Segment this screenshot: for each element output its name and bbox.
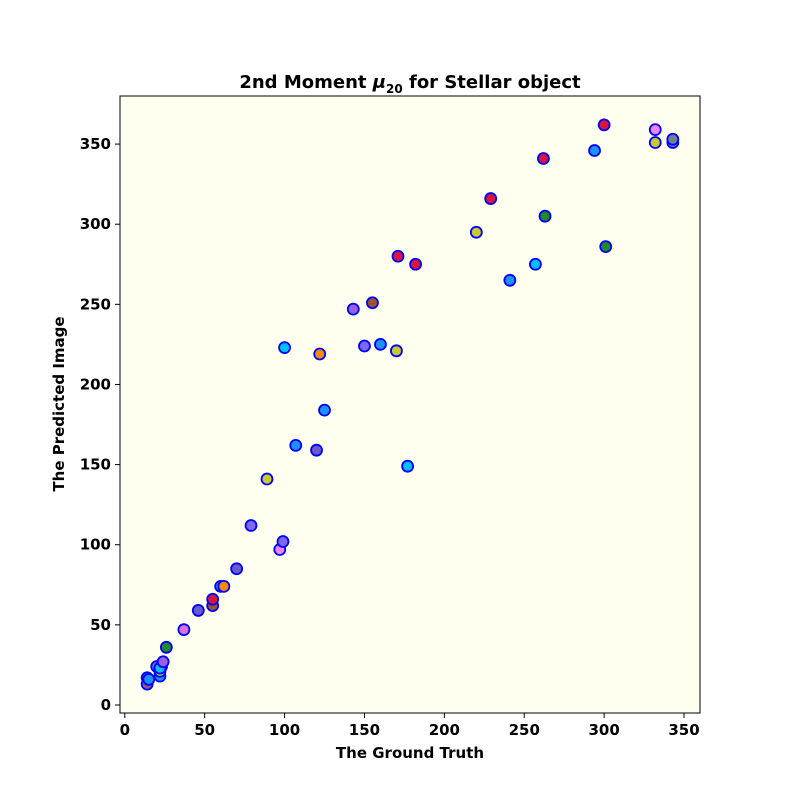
data-point: [177, 623, 191, 637]
chart-title: 2nd Moment μ20 for Stellar object: [239, 72, 581, 96]
plot-frame: [119, 95, 701, 714]
x-tick-label: 150: [349, 721, 380, 739]
chart-title-subscript: 20: [386, 82, 403, 96]
data-point: [588, 144, 601, 157]
data-point: [191, 604, 205, 617]
data-point: [230, 562, 244, 576]
data-point: [538, 209, 552, 223]
data-points: [140, 118, 680, 691]
data-point: [310, 443, 323, 457]
data-point: [391, 249, 405, 263]
x-tick-label: 50: [194, 721, 215, 739]
data-point: [142, 672, 156, 686]
data-point: [318, 403, 331, 417]
data-point: [244, 519, 258, 532]
data-point: [217, 579, 231, 593]
data-point: [289, 438, 303, 452]
chart-title-prefix: 2nd Moment: [239, 72, 372, 93]
data-point: [503, 273, 517, 287]
y-tick-label: 0: [101, 696, 111, 714]
y-tick-label: 350: [80, 135, 111, 153]
data-point: [484, 192, 498, 205]
x-tick-label: 100: [269, 721, 300, 739]
data-point: [409, 257, 422, 271]
data-point: [260, 472, 274, 486]
data-point: [156, 655, 170, 669]
chart-title-suffix: for Stellar object: [403, 72, 581, 93]
data-point: [597, 118, 611, 132]
y-axis-label: The Predicted Image: [50, 316, 68, 491]
data-point: [346, 302, 360, 316]
y-tick-label: 200: [80, 375, 111, 393]
data-point: [374, 338, 387, 351]
y-tick-label: 100: [80, 536, 111, 554]
data-point: [666, 132, 680, 146]
data-point: [276, 535, 290, 548]
x-axis-ticks: 0 50 100 150 200 250 300 350: [120, 713, 700, 739]
plot-area: [120, 96, 700, 713]
data-point: [599, 240, 613, 254]
data-point: [366, 296, 379, 310]
x-tick-label: 250: [509, 721, 540, 739]
data-point: [529, 257, 542, 271]
data-point: [206, 592, 220, 606]
y-tick-label: 50: [90, 616, 111, 634]
x-axis-label: The Ground Truth: [336, 744, 484, 762]
y-tick-label: 150: [80, 456, 111, 474]
x-tick-label: 0: [120, 721, 130, 739]
data-point: [390, 344, 403, 358]
data-point: [159, 640, 173, 654]
y-tick-label: 300: [80, 215, 111, 233]
data-point: [278, 341, 291, 355]
data-point: [469, 225, 483, 239]
x-tick-label: 200: [429, 721, 460, 739]
chart-title-symbol: μ: [372, 72, 386, 93]
data-point: [401, 459, 415, 473]
y-tick-label: 250: [80, 295, 111, 313]
x-tick-label: 300: [588, 721, 619, 739]
y-axis-ticks: 0 50 100 150 200 250 300 350: [80, 135, 120, 714]
data-point: [648, 136, 662, 149]
x-tick-label: 350: [668, 721, 699, 739]
data-point: [537, 152, 550, 165]
data-point: [313, 347, 327, 361]
data-point: [648, 123, 662, 137]
data-point: [358, 339, 371, 353]
